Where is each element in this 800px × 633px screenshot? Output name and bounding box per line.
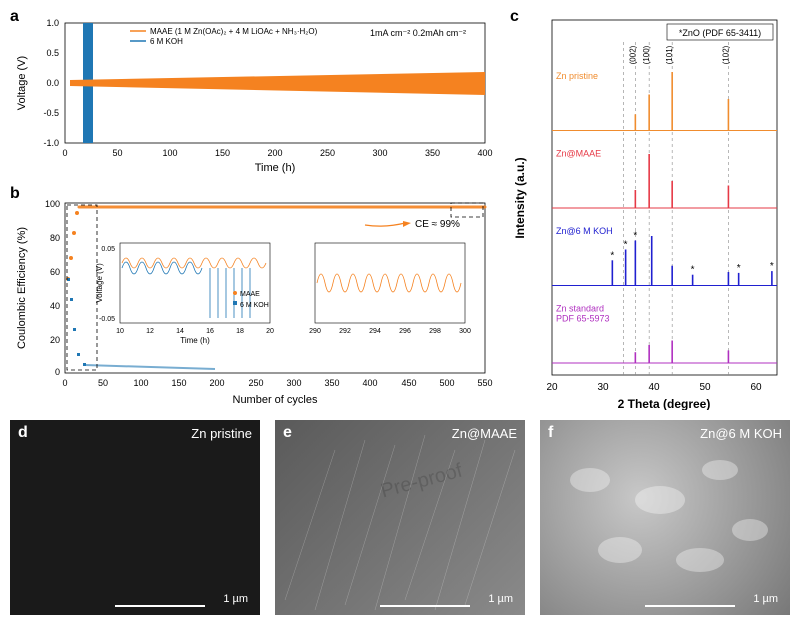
panel-f: f Zn@6 M KOH 1 µm (540, 420, 790, 615)
svg-text:20: 20 (546, 382, 558, 393)
svg-text:250: 250 (320, 148, 335, 158)
panel-b-xlabel: Number of cycles (233, 394, 318, 406)
svg-text:500: 500 (439, 378, 454, 388)
svg-text:(101): (101) (665, 45, 674, 64)
panel-e: e Zn@MAAE 1 µm (275, 420, 525, 615)
svg-text:100: 100 (45, 199, 60, 209)
panel-d-scale-text: 1 µm (223, 593, 248, 605)
svg-text:290: 290 (309, 328, 321, 335)
svg-text:50: 50 (98, 378, 108, 388)
svg-text:40: 40 (648, 382, 660, 393)
svg-text:300: 300 (372, 148, 387, 158)
svg-text:298: 298 (429, 328, 441, 335)
panel-e-scale-text: 1 µm (488, 593, 513, 605)
svg-text:292: 292 (339, 328, 351, 335)
panel-c-label: c (510, 8, 519, 26)
svg-text:16: 16 (206, 328, 214, 335)
svg-text:12: 12 (146, 328, 154, 335)
svg-text:0.0: 0.0 (46, 78, 59, 88)
svg-text:18: 18 (236, 328, 244, 335)
svg-text:400: 400 (477, 148, 492, 158)
panel-d-label: d (18, 424, 28, 442)
svg-text:450: 450 (401, 378, 416, 388)
svg-text:200: 200 (267, 148, 282, 158)
svg-text:30: 30 (597, 382, 609, 393)
svg-text:20: 20 (266, 328, 274, 335)
panel-c: c *ZnO (PDF 65-3411) (002)(100)(101)(102… (510, 8, 790, 410)
svg-text:Zn@MAAE: Zn@MAAE (556, 149, 601, 159)
svg-text:296: 296 (399, 328, 411, 335)
panel-a-chart: 1.0 0.5 0.0 -0.5 -1.0 0 50 100 150 200 250 3… (10, 8, 500, 178)
svg-text:*: * (624, 240, 628, 251)
svg-text:294: 294 (369, 328, 381, 335)
panel-c-ylabel: Intensity (a.u.) (513, 157, 527, 238)
svg-text:50: 50 (699, 382, 711, 393)
panel-a-conditions: 1mA cm⁻² 0.2mAh cm⁻² (370, 28, 466, 38)
svg-text:60: 60 (50, 267, 60, 277)
svg-text:550: 550 (477, 378, 492, 388)
svg-text:0.5: 0.5 (46, 48, 59, 58)
svg-text:350: 350 (425, 148, 440, 158)
panel-a-legend-1: MAAE (1 M Zn(OAc)₂ + 4 M LiOAc + NH₃·H₂O… (150, 27, 318, 36)
panel-a: a 1.0 0.5 0.0 -0.5 -1.0 050100 150200250… (10, 8, 500, 178)
svg-text:-0.5: -0.5 (43, 108, 59, 118)
svg-text:350: 350 (324, 378, 339, 388)
panel-f-scalebar (645, 605, 735, 607)
panel-c-xlabel: 2 Theta (degree) (618, 397, 711, 410)
svg-text:150: 150 (171, 378, 186, 388)
svg-text:250: 250 (248, 378, 263, 388)
svg-text:1.0: 1.0 (46, 18, 59, 28)
panel-d-scalebar (115, 605, 205, 607)
panel-f-scale-text: 1 µm (753, 593, 778, 605)
svg-text:Zn standardPDF 65-5973: Zn standardPDF 65-5973 (556, 304, 610, 324)
panel-a-legend-2: 6 M KOH (150, 37, 183, 46)
svg-text:*: * (737, 263, 741, 274)
svg-text:*: * (691, 265, 695, 276)
svg-text:100: 100 (162, 148, 177, 158)
svg-text:400: 400 (362, 378, 377, 388)
svg-text:14: 14 (176, 328, 184, 335)
svg-text:50: 50 (112, 148, 122, 158)
svg-text:6 M KOH: 6 M KOH (240, 302, 269, 309)
svg-text:60: 60 (750, 382, 762, 393)
svg-text:300: 300 (459, 328, 471, 335)
svg-text:10: 10 (116, 328, 124, 335)
svg-text:150: 150 (215, 148, 230, 158)
panel-b-chart: CE ≈ 99% 0.05 -0.05 Voltage (V) 10 12 14 1… (10, 185, 500, 410)
panel-b-ylabel: Coulombic Efficiency (%) (16, 227, 28, 349)
panel-b-label: b (10, 185, 20, 203)
svg-text:Zn@6 M KOH: Zn@6 M KOH (556, 226, 613, 236)
panel-d-title: Zn pristine (191, 426, 252, 441)
svg-text:100: 100 (133, 378, 148, 388)
svg-text:Time (h): Time (h) (180, 336, 210, 345)
svg-text:40: 40 (50, 301, 60, 311)
svg-text:Zn pristine: Zn pristine (556, 71, 598, 81)
svg-text:0: 0 (62, 148, 67, 158)
svg-text:80: 80 (50, 233, 60, 243)
svg-text:(100): (100) (642, 45, 651, 64)
panel-b-ce-annot: CE ≈ 99% (415, 219, 460, 230)
svg-text:0: 0 (55, 367, 60, 377)
panel-a-xlabel: Time (h) (255, 162, 296, 174)
svg-text:-0.05: -0.05 (99, 316, 115, 323)
svg-text:0.05: 0.05 (101, 246, 115, 253)
svg-text:0: 0 (62, 378, 67, 388)
panel-e-scalebar (380, 605, 470, 607)
panel-a-ylabel: Voltage (V) (16, 56, 28, 110)
svg-text:Voltage (V): Voltage (V) (95, 263, 104, 303)
svg-text:200: 200 (209, 378, 224, 388)
svg-text:*: * (610, 250, 614, 261)
svg-text:-1.0: -1.0 (43, 138, 59, 148)
panel-b: b CE ≈ 99% (10, 185, 500, 410)
svg-text:MAAE: MAAE (240, 291, 260, 298)
svg-text:20: 20 (50, 335, 60, 345)
svg-text:*: * (633, 231, 637, 242)
panel-c-chart: *ZnO (PDF 65-3411) (002)(100)(101)(102) … (510, 8, 790, 410)
svg-text:300: 300 (286, 378, 301, 388)
svg-text:*: * (770, 261, 774, 272)
svg-text:(102): (102) (721, 45, 730, 64)
panel-d: d Zn pristine 1 µm (10, 420, 260, 615)
svg-text:(002): (002) (628, 45, 637, 64)
panel-c-annot-box: *ZnO (PDF 65-3411) (679, 28, 761, 38)
